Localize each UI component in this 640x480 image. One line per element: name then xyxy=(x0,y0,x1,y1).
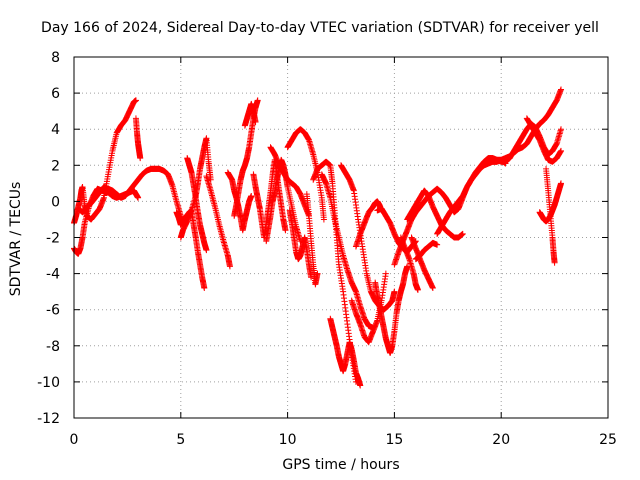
data-point xyxy=(558,86,565,93)
y-tick-label: 2 xyxy=(51,158,60,174)
data-point xyxy=(357,382,364,389)
series-sat-k xyxy=(241,100,259,129)
y-tick-label: -8 xyxy=(46,339,60,355)
series-sat-q xyxy=(303,191,321,288)
series-sat-b xyxy=(71,97,139,227)
data-point xyxy=(429,285,436,292)
y-axis-label: SDTVAR / TECUs xyxy=(8,181,24,297)
data-point xyxy=(203,247,210,254)
data-point xyxy=(252,118,259,125)
series-sat-p xyxy=(286,207,315,281)
data-point xyxy=(314,270,321,277)
y-tick-label: 0 xyxy=(51,194,60,210)
x-tick-labels: 0 5 10 15 20 25 xyxy=(70,432,617,448)
y-tick-labels: -12 -10 -8 -6 -4 -2 0 2 4 6 8 xyxy=(37,50,60,427)
series-sat-j xyxy=(231,97,261,219)
data-point xyxy=(382,270,389,277)
data-point xyxy=(248,192,255,199)
x-tick-label: 5 xyxy=(176,432,185,448)
series-sat-w xyxy=(352,198,385,250)
y-tick-label: 6 xyxy=(51,86,60,102)
data-point xyxy=(308,274,315,281)
data-point xyxy=(254,97,261,104)
series-sat-s xyxy=(318,171,377,331)
data-point xyxy=(135,194,142,201)
y-tick-label: -10 xyxy=(37,375,60,391)
series-sat-g xyxy=(184,155,210,254)
data-points xyxy=(71,86,565,389)
series-sat-x xyxy=(372,263,411,357)
data-point xyxy=(459,230,466,237)
y-tick-label: -6 xyxy=(46,303,60,319)
grid-lines xyxy=(74,57,608,418)
x-tick-label: 15 xyxy=(385,432,403,448)
y-tick-label: 4 xyxy=(51,122,60,138)
data-point xyxy=(282,227,289,234)
series-sat-t xyxy=(327,315,364,389)
data-point xyxy=(391,288,398,295)
tick-marks xyxy=(73,56,609,419)
data-point xyxy=(551,259,558,266)
x-tick-label: 10 xyxy=(279,432,297,448)
series-sat-ad xyxy=(412,239,441,263)
data-point xyxy=(137,155,144,162)
x-axis-label: GPS time / hours xyxy=(282,457,400,473)
series-sat-ab xyxy=(404,187,466,241)
data-point xyxy=(558,126,565,133)
series-sat-c xyxy=(132,115,144,162)
y-tick-label: -12 xyxy=(37,411,60,427)
x-tick-label: 0 xyxy=(70,432,79,448)
data-point xyxy=(434,241,441,248)
chart-title: Day 166 of 2024, Sidereal Day-to-day VTE… xyxy=(41,20,599,36)
y-tick-label: -4 xyxy=(46,267,60,283)
y-tick-label: 8 xyxy=(51,50,60,66)
data-point xyxy=(132,97,139,104)
series-sat-o xyxy=(284,126,327,223)
data-point xyxy=(558,147,565,154)
data-point xyxy=(414,286,421,293)
data-point xyxy=(558,180,565,187)
x-tick-label: 25 xyxy=(599,432,617,448)
x-tick-label: 20 xyxy=(492,432,510,448)
data-point xyxy=(226,263,233,270)
y-tick-label: -2 xyxy=(46,231,60,247)
series-sat-h xyxy=(203,173,233,270)
series-sat-ai xyxy=(543,165,558,266)
series-sat-ag xyxy=(523,115,565,165)
data-point xyxy=(201,285,208,292)
series-sat-ah xyxy=(536,180,565,225)
data-point xyxy=(320,216,327,223)
